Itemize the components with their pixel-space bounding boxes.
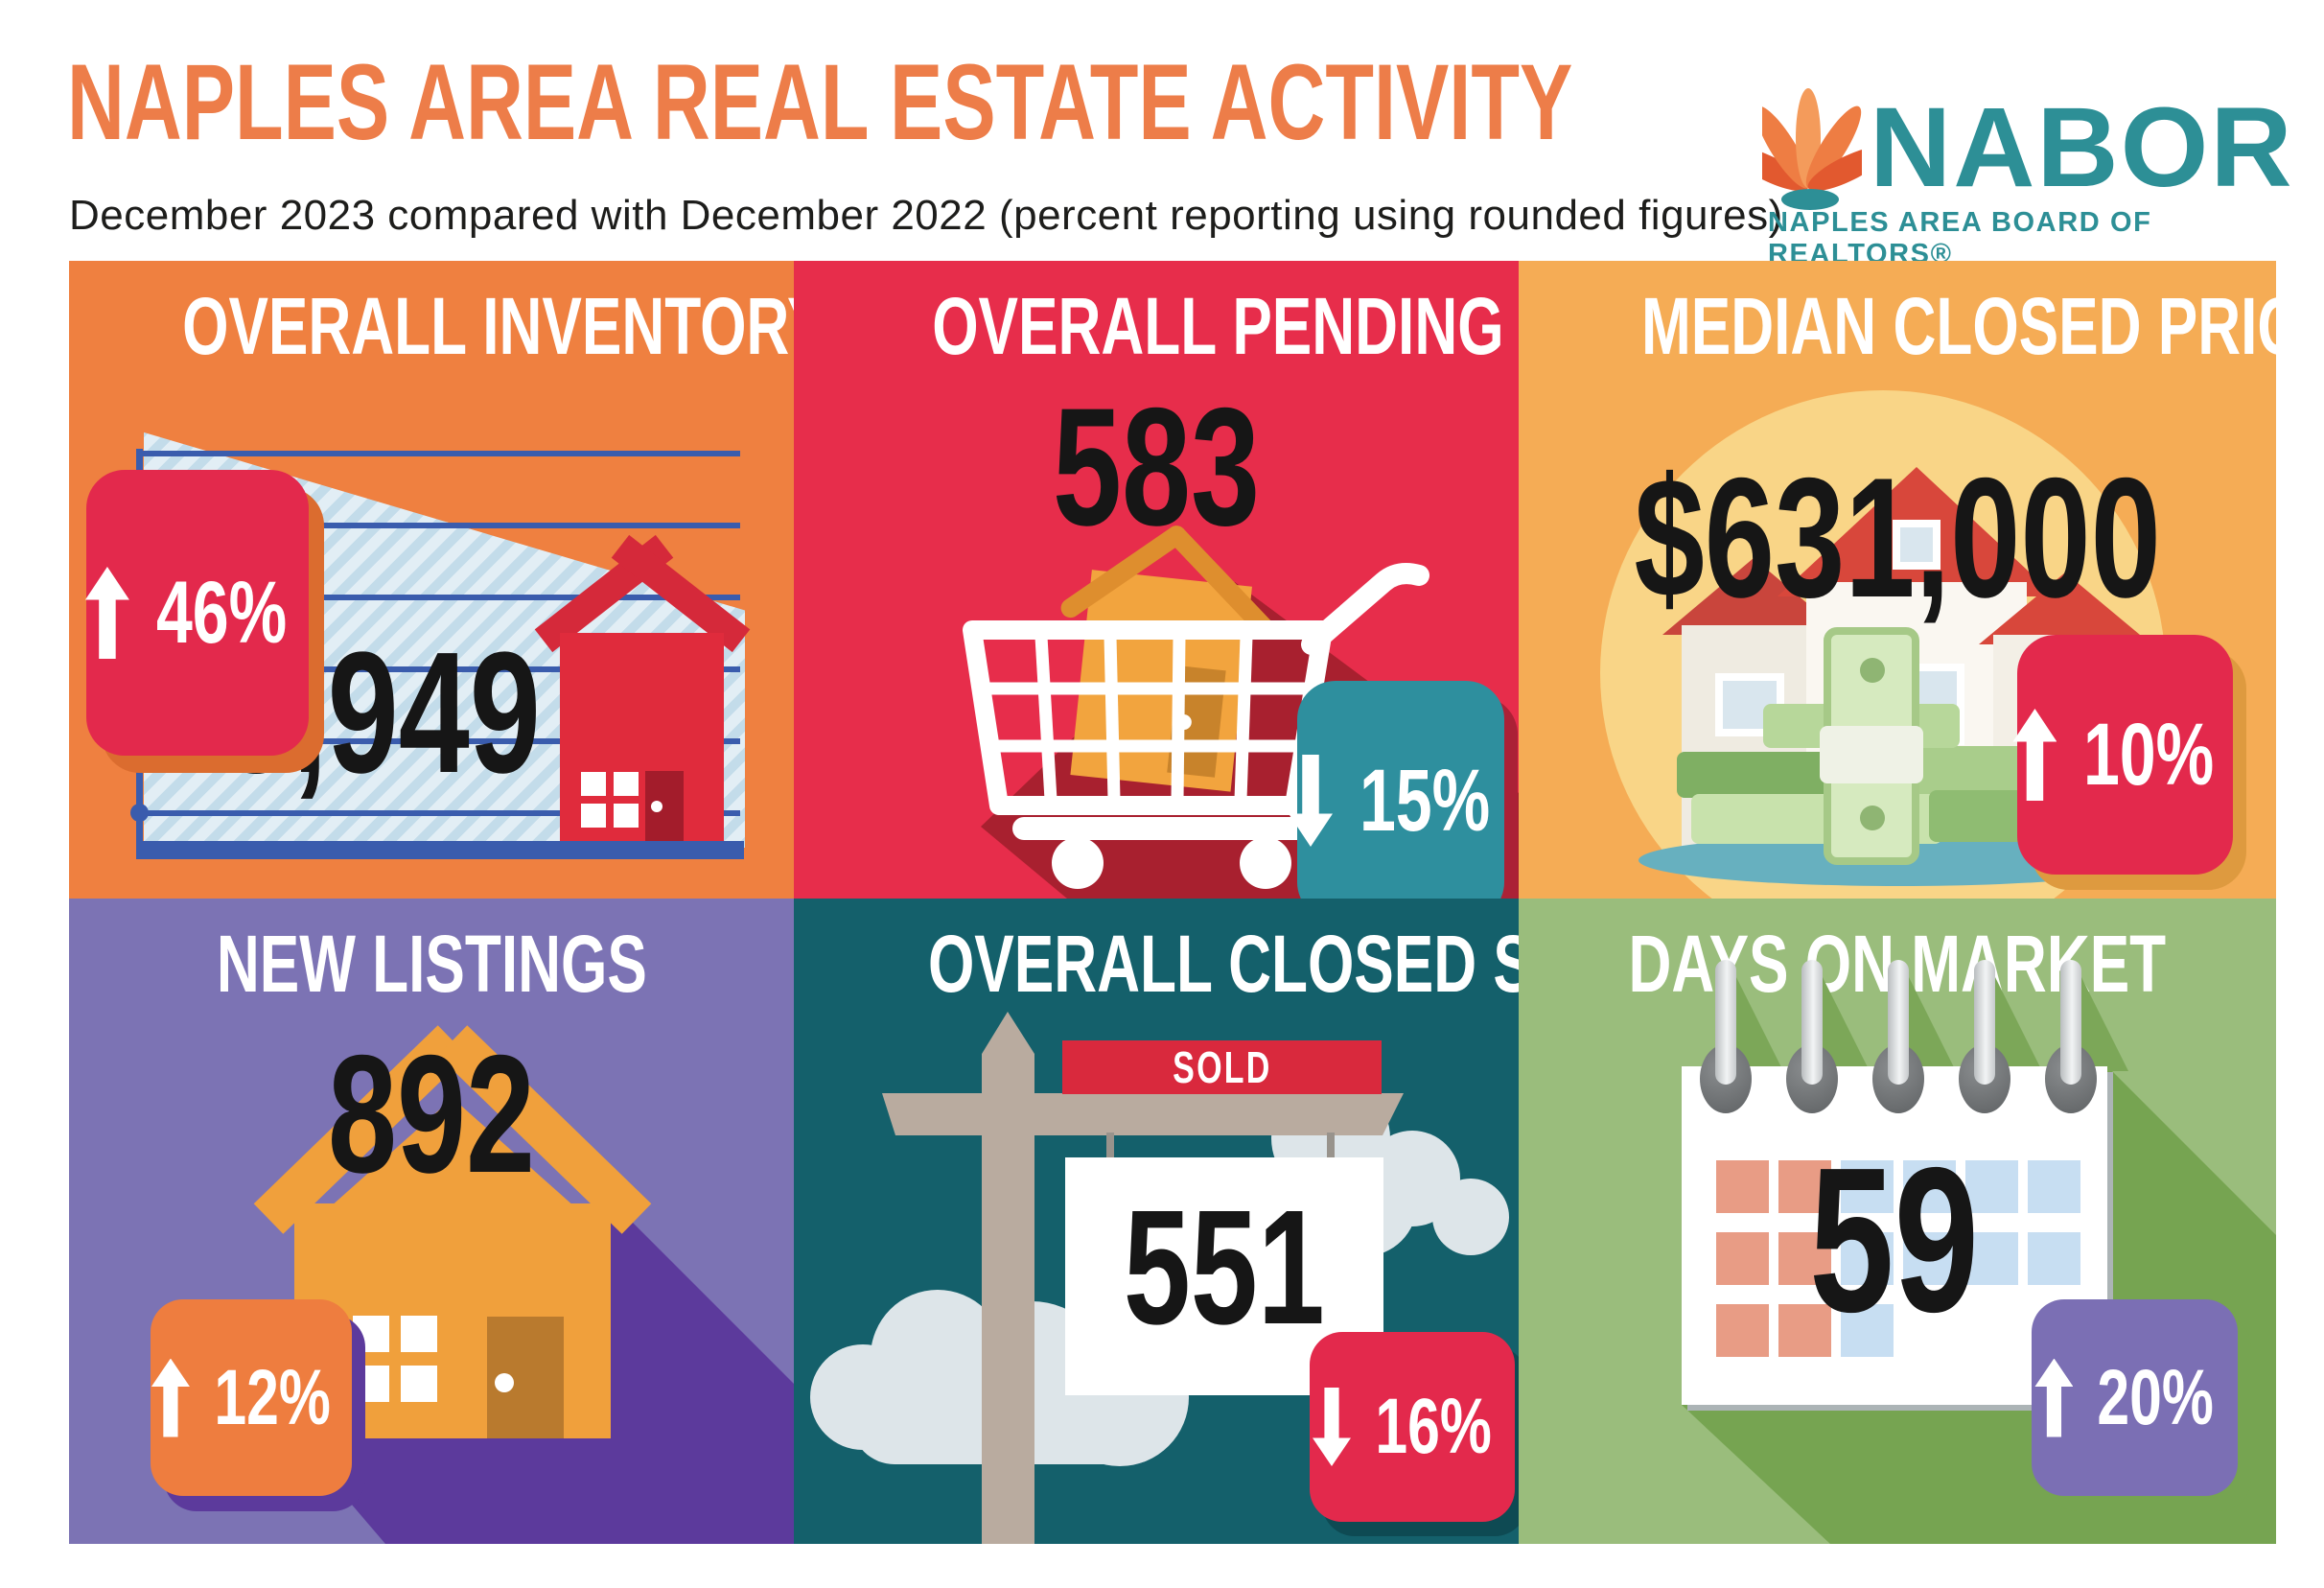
median-price-value: $631,000 xyxy=(1634,442,2161,633)
page-subtitle: December 2023 compared with December 202… xyxy=(69,192,1783,239)
stats-board: OVERALL INVENTORY 3,949 46% OVERALL PEND… xyxy=(69,261,2276,1544)
calendar-ring-pin xyxy=(1974,960,1995,1085)
calendar-day xyxy=(2028,1160,2080,1213)
calendar-ring-pin xyxy=(1715,960,1736,1085)
ledger-line xyxy=(138,666,740,672)
ledger-line xyxy=(138,451,740,456)
ledger-line xyxy=(138,810,740,816)
calendar-day xyxy=(1716,1232,1769,1285)
up-arrow-icon xyxy=(151,1358,190,1437)
calendar-day xyxy=(1841,1160,1894,1213)
calendar-day xyxy=(1965,1232,2018,1285)
door-knob-icon xyxy=(651,801,662,812)
panel-overall-inventory: OVERALL INVENTORY 3,949 46% xyxy=(69,261,794,899)
nabor-logo: NABOR NAPLES AREA BOARD OF REALTORS® xyxy=(1762,77,2292,269)
panel-median-closed-price: MEDIAN CLOSED PRICE xyxy=(1519,261,2276,899)
pending-sales-value: 583 xyxy=(1052,374,1261,561)
panel-title: OVERALL PENDING SALES xyxy=(932,281,1519,371)
banknote-icon xyxy=(1820,627,1923,865)
calendar-day xyxy=(1716,1304,1769,1357)
up-arrow-icon xyxy=(2034,1358,2074,1437)
calendar-day xyxy=(2028,1232,2080,1285)
page-title: NAPLES AREA REAL ESTATE ACTIVITY xyxy=(67,42,1573,162)
panel-title: MEDIAN CLOSED PRICE xyxy=(1641,281,2276,371)
down-arrow-icon xyxy=(1313,1388,1351,1466)
logo-wordmark: NABOR xyxy=(1870,84,2294,211)
calendar-day xyxy=(1778,1160,1831,1213)
calendar-day xyxy=(1778,1232,1831,1285)
sold-label: SOLD xyxy=(1172,1042,1272,1092)
panel-title: NEW LISTINGS xyxy=(216,919,647,1009)
shell-icon xyxy=(1762,88,1862,210)
change-badge-up-10: 10% xyxy=(2012,635,2233,875)
change-badge-down-16: 16% xyxy=(1310,1332,1515,1522)
calendar-ring-pin xyxy=(1888,960,1909,1085)
change-badge-up-12: 12% xyxy=(151,1299,352,1496)
change-badge-down-15: 15% xyxy=(1297,681,1504,899)
calendar-day xyxy=(1716,1160,1769,1213)
days-on-market-value: 59 xyxy=(1809,1124,1980,1355)
change-badge-up-20: 20% xyxy=(2032,1299,2238,1496)
calendar-day xyxy=(1903,1160,1956,1213)
sold-sign-illustration xyxy=(810,1012,1509,1544)
calendar-day xyxy=(1903,1232,1956,1285)
calendar-ring-pin xyxy=(1801,960,1823,1085)
sold-plaque-shape xyxy=(1062,1040,1382,1094)
up-arrow-icon xyxy=(84,567,129,659)
new-listings-value: 892 xyxy=(327,1021,536,1208)
ledger-baseline xyxy=(136,841,744,859)
calendar-day xyxy=(1778,1304,1831,1357)
change-badge-up-46: 46% xyxy=(84,470,309,756)
up-arrow-icon xyxy=(2012,709,2057,801)
door-knob-icon xyxy=(495,1373,514,1392)
ledger-line xyxy=(138,523,740,528)
panel-overall-closed-sales: OVERALL CLOSED SALES SOLD 551 xyxy=(794,899,1519,1544)
calendar-day xyxy=(1841,1304,1894,1357)
panel-new-listings: NEW LISTINGS 892 12% xyxy=(69,899,794,1544)
ledger-dot xyxy=(130,804,149,822)
closed-sales-value: 551 xyxy=(1124,1177,1325,1359)
ledger-line xyxy=(138,738,740,744)
panel-overall-pending-sales: OVERALL PENDING SALES xyxy=(794,261,1519,899)
calendar-day xyxy=(1841,1232,1894,1285)
flat-shadow-shape xyxy=(294,1201,794,1544)
shopping-cart-icon xyxy=(963,563,1429,889)
attic-window-icon xyxy=(1893,520,1941,570)
signpost-icon xyxy=(882,1012,1404,1544)
panel-title: OVERALL INVENTORY xyxy=(182,281,794,371)
ledger-line xyxy=(138,595,740,600)
window-icon xyxy=(581,772,639,828)
calendar-ring-pin xyxy=(2060,960,2081,1085)
calendar-day xyxy=(1965,1160,2018,1213)
panel-days-on-market: DAYS ON MARKET xyxy=(1519,899,2276,1544)
panel-title: OVERALL CLOSED SALES xyxy=(927,919,1519,1009)
